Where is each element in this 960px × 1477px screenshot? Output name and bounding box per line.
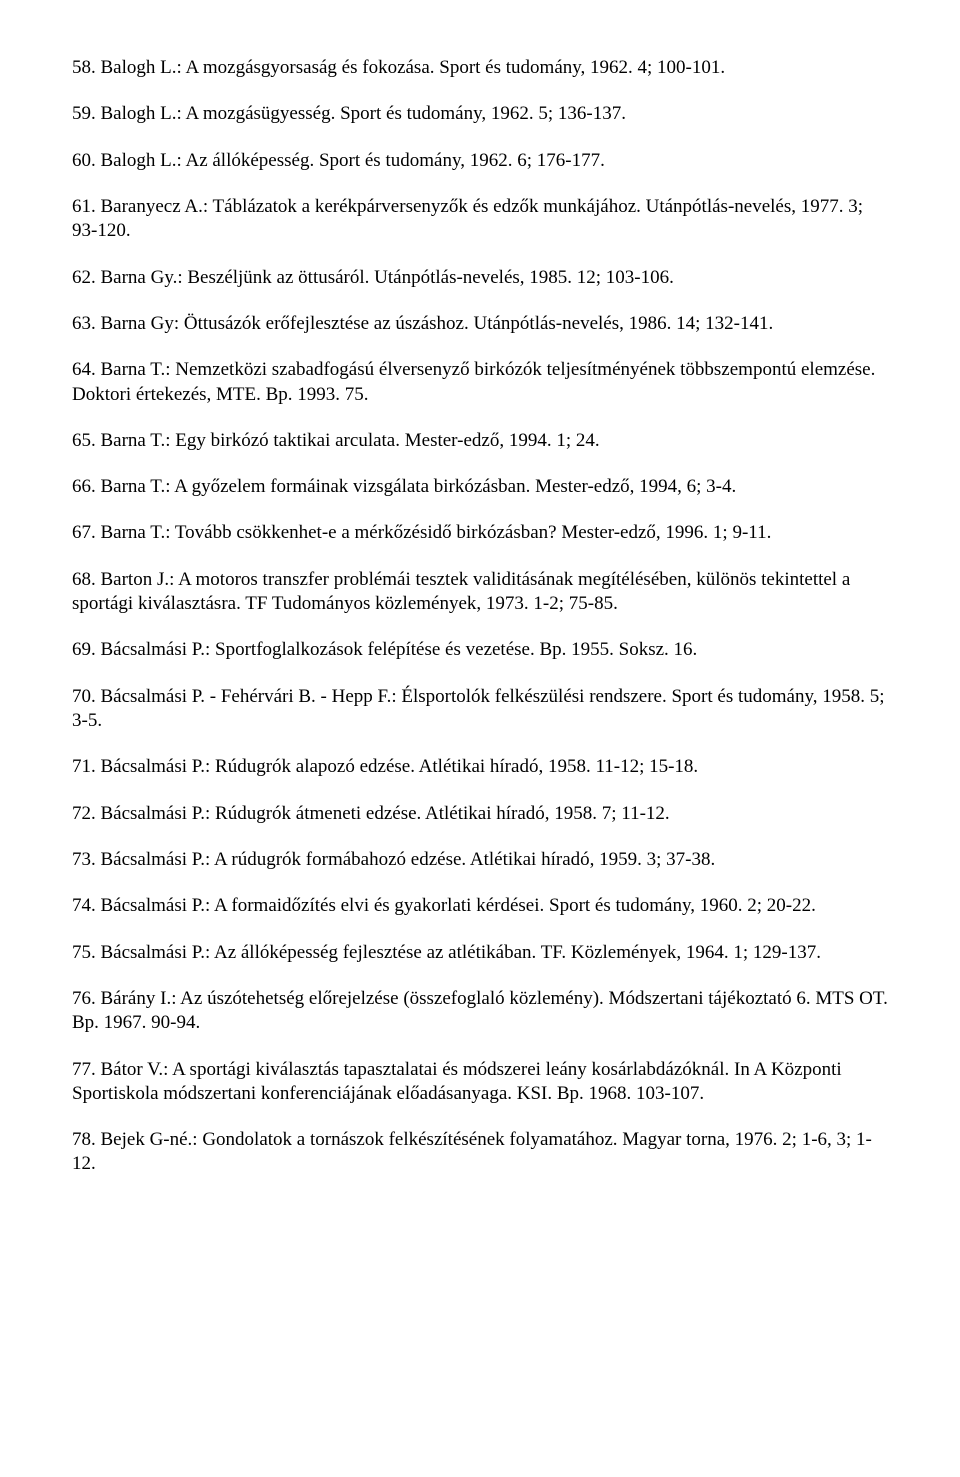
bibliography-entry: 59. Balogh L.: A mozgásügyesség. Sport é…	[72, 102, 888, 126]
bibliography-entry: 75. Bácsalmási P.: Az állóképesség fejle…	[72, 941, 888, 965]
bibliography-entry: 71. Bácsalmási P.: Rúdugrók alapozó edzé…	[72, 755, 888, 779]
bibliography-entry: 68. Barton J.: A motoros transzfer probl…	[72, 568, 888, 617]
bibliography-entry: 58. Balogh L.: A mozgásgyorsaság és foko…	[72, 56, 888, 80]
bibliography-entry: 70. Bácsalmási P. - Fehérvári B. - Hepp …	[72, 685, 888, 734]
bibliography-entry: 67. Barna T.: Tovább csökkenhet-e a mérk…	[72, 521, 888, 545]
bibliography-entry: 61. Baranyecz A.: Táblázatok a kerékpárv…	[72, 195, 888, 244]
bibliography-entry: 62. Barna Gy.: Beszéljünk az öttusáról. …	[72, 266, 888, 290]
bibliography-entry: 69. Bácsalmási P.: Sportfoglalkozások fe…	[72, 638, 888, 662]
bibliography-entry: 78. Bejek G-né.: Gondolatok a tornászok …	[72, 1128, 888, 1177]
bibliography-entry: 76. Bárány I.: Az úszótehetség előrejelz…	[72, 987, 888, 1036]
bibliography-entry: 60. Balogh L.: Az állóképesség. Sport és…	[72, 149, 888, 173]
bibliography-entry: 65. Barna T.: Egy birkózó taktikai arcul…	[72, 429, 888, 453]
bibliography-entry: 66. Barna T.: A győzelem formáinak vizsg…	[72, 475, 888, 499]
bibliography-entry: 77. Bátor V.: A sportági kiválasztás tap…	[72, 1058, 888, 1107]
bibliography-entry: 64. Barna T.: Nemzetközi szabadfogású él…	[72, 358, 888, 407]
bibliography-entry: 63. Barna Gy: Öttusázók erőfejlesztése a…	[72, 312, 888, 336]
bibliography-entry: 72. Bácsalmási P.: Rúdugrók átmeneti edz…	[72, 802, 888, 826]
bibliography-entry: 73. Bácsalmási P.: A rúdugrók formábahoz…	[72, 848, 888, 872]
bibliography-entry: 74. Bácsalmási P.: A formaidőzítés elvi …	[72, 894, 888, 918]
bibliography-list: 58. Balogh L.: A mozgásgyorsaság és foko…	[72, 56, 888, 1177]
